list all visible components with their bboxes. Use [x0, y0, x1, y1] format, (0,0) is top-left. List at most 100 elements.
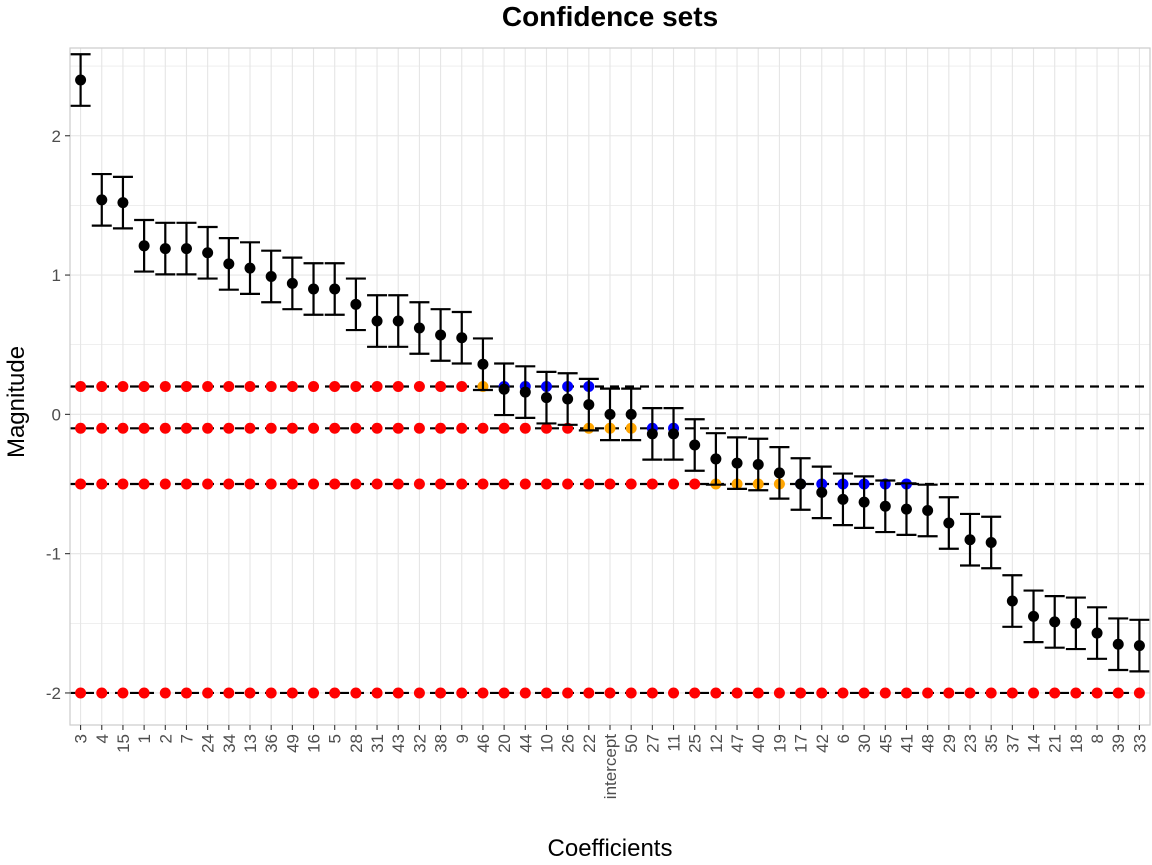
threshold-point-below — [625, 687, 637, 699]
threshold-point-below — [1112, 687, 1124, 699]
threshold-point-below — [350, 422, 362, 434]
threshold-point-below — [1028, 687, 1040, 699]
threshold-point-below — [180, 422, 192, 434]
x-tick-label: 24 — [199, 734, 218, 753]
x-tick-label: 26 — [559, 734, 578, 753]
estimate-point — [96, 194, 108, 206]
threshold-point-below — [286, 422, 298, 434]
estimate-point — [562, 393, 574, 405]
threshold-point-below — [583, 478, 595, 490]
threshold-point-below — [244, 478, 256, 490]
threshold-point-below — [392, 687, 404, 699]
threshold-point-below — [413, 422, 425, 434]
threshold-point-below — [96, 687, 108, 699]
threshold-point-below — [604, 687, 616, 699]
threshold-point-below — [795, 687, 807, 699]
threshold-point-below — [646, 478, 658, 490]
y-tick-label: 2 — [52, 127, 61, 146]
threshold-point-below — [710, 687, 722, 699]
threshold-point-below — [350, 381, 362, 392]
threshold-point-below — [75, 687, 87, 699]
threshold-point-below — [265, 687, 277, 699]
estimate-point — [540, 392, 552, 404]
estimate-point — [392, 315, 404, 327]
threshold-point-below — [265, 478, 277, 490]
threshold-point-below — [138, 381, 150, 392]
x-tick-label: 16 — [305, 734, 324, 753]
estimate-point — [1091, 627, 1103, 639]
x-tick-label: 48 — [919, 734, 938, 753]
threshold-point-below — [519, 422, 531, 434]
threshold-point-below — [816, 687, 828, 699]
estimate-point — [943, 517, 955, 529]
threshold-point-below — [435, 478, 447, 490]
threshold-point-below — [202, 422, 214, 434]
estimate-point — [350, 298, 362, 310]
y-axis-title: Magnitude — [3, 346, 30, 458]
x-tick-label: 30 — [855, 734, 874, 753]
threshold-point-below — [117, 422, 129, 434]
threshold-point-below — [943, 687, 955, 699]
threshold-point-below — [435, 687, 447, 699]
threshold-point-below — [223, 381, 235, 392]
y-axis-ticks: -2 -1 0 1 2 — [46, 127, 70, 703]
y-tick-label: 1 — [52, 266, 61, 285]
x-tick-label: 10 — [537, 734, 556, 753]
threshold-point-below — [244, 381, 256, 392]
x-tick-label: 3 — [72, 734, 91, 743]
x-tick-label: 8 — [1088, 734, 1107, 743]
x-tick-label: 7 — [177, 734, 196, 743]
x-tick-label: 50 — [622, 734, 641, 753]
threshold-point-below — [350, 687, 362, 699]
x-tick-label: 42 — [813, 734, 832, 753]
x-tick-label: 38 — [432, 734, 451, 753]
estimate-point — [456, 332, 468, 344]
threshold-point-below — [117, 381, 129, 392]
estimate-point — [223, 258, 235, 270]
threshold-point-below — [180, 478, 192, 490]
estimate-point — [117, 197, 129, 209]
estimate-point — [710, 453, 722, 465]
x-tick-label: 20 — [495, 734, 514, 753]
threshold-point-below — [308, 381, 320, 392]
estimate-point — [435, 329, 447, 341]
threshold-point-below — [117, 478, 129, 490]
x-tick-label: 41 — [897, 734, 916, 753]
threshold-point-below — [138, 422, 150, 434]
x-tick-label: 31 — [368, 734, 387, 753]
x-tick-label: 19 — [770, 734, 789, 753]
estimate-point — [985, 537, 997, 549]
threshold-point-below — [456, 687, 468, 699]
estimate-point — [1006, 595, 1018, 607]
threshold-point-below — [159, 422, 171, 434]
x-tick-label: 29 — [940, 734, 959, 753]
threshold-point-below — [477, 478, 489, 490]
estimate-point — [668, 428, 680, 440]
estimate-point — [646, 428, 658, 440]
x-tick-label: 32 — [410, 734, 429, 753]
threshold-point-below — [308, 422, 320, 434]
threshold-point-below — [180, 381, 192, 392]
x-tick-label: 23 — [961, 734, 980, 753]
threshold-point-below — [773, 687, 785, 699]
x-tick-label: 22 — [580, 734, 599, 753]
threshold-point-below — [922, 687, 934, 699]
threshold-point-below — [668, 478, 680, 490]
estimate-error-bars — [70, 53, 1150, 673]
threshold-point-below — [75, 381, 87, 392]
threshold-point-below — [159, 687, 171, 699]
threshold-point-below — [308, 478, 320, 490]
estimate-point — [75, 74, 87, 86]
x-tick-label: 27 — [643, 734, 662, 753]
threshold-point-below — [731, 687, 743, 699]
threshold-point-below — [562, 478, 574, 490]
estimate-point — [371, 315, 383, 327]
threshold-point-below — [519, 687, 531, 699]
threshold-point-below — [75, 478, 87, 490]
estimate-point — [773, 467, 785, 479]
threshold-point-below — [1070, 687, 1082, 699]
x-tick-label: 34 — [220, 734, 239, 753]
x-tick-label: intercept — [601, 734, 620, 799]
estimate-point — [329, 283, 341, 295]
